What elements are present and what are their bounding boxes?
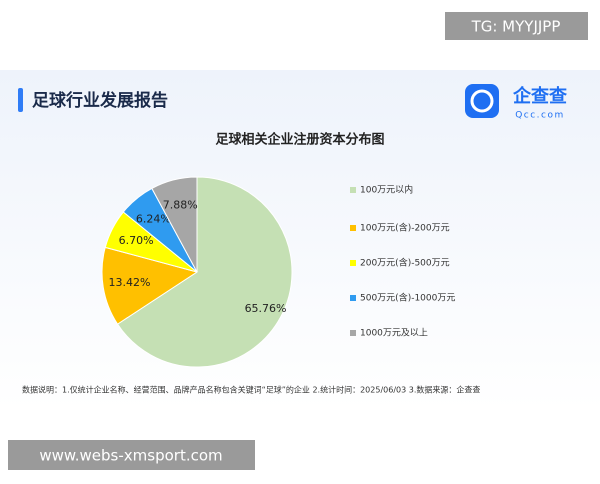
chart-title: 足球相关企业注册资本分布图 (215, 132, 384, 148)
legend-label: 1000万元及以上 (360, 328, 428, 339)
watermark: TG: MYYJJPP (471, 18, 561, 36)
logo-icon (465, 84, 499, 118)
logo-name: 企查查 (512, 85, 567, 107)
pie-slice (116, 176, 293, 368)
legend-label: 200万元(含)-500万元 (360, 257, 450, 269)
legend-swatch (350, 295, 356, 301)
pie-slice (101, 246, 199, 325)
header-bar (18, 88, 23, 112)
legend-swatch (350, 225, 356, 231)
slice-label: 6.70% (119, 234, 154, 247)
legend-label: 100万元以内 (360, 184, 413, 196)
watermark-box (8, 440, 255, 470)
legend-label: 100万元(含)-200万元 (360, 222, 450, 234)
legend-swatch (350, 187, 356, 193)
slice-label: 7.88% (163, 199, 198, 212)
slice-label: 13.42% (108, 276, 150, 289)
logo-domain: Qcc.com (515, 111, 565, 121)
header-title: 足球行业发展报告 (32, 90, 168, 111)
legend-swatch (350, 330, 356, 336)
card (0, 70, 600, 410)
watermark-box (445, 12, 588, 40)
footnote: 数据说明：1.仅统计企业名称、经营范围、品牌产品名称包含关键词“足球”的企业 2… (22, 385, 480, 395)
pie-slice (151, 176, 198, 273)
watermark: www.webs-xmsport.com (39, 447, 222, 465)
slice-label: 65.76% (245, 302, 287, 315)
legend-label: 500万元(含)-1000万元 (360, 292, 455, 304)
slice-label: 6.24% (136, 212, 171, 225)
legend-swatch (350, 260, 356, 266)
logo-ring (470, 89, 494, 113)
